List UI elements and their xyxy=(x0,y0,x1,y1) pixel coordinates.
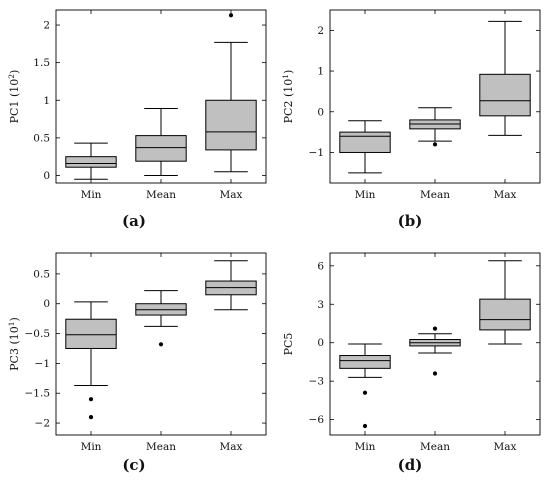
y-tick-label: 1.5 xyxy=(33,57,50,69)
iqr-box xyxy=(339,131,391,153)
box-min xyxy=(65,301,117,420)
box-mean xyxy=(135,108,187,176)
y-tick-label: −0.5 xyxy=(25,328,51,340)
iqr-box xyxy=(65,156,117,168)
panel-2: 0.5 0 −0.5 −1 −1.5 −2 Min Mean Max PC3 (101) (c) xyxy=(7,252,267,474)
panel-1: −1 0 1 2 Min Mean Max PC2 (101) (b) xyxy=(281,9,541,230)
y-tick-label: −1 xyxy=(35,358,50,370)
x-tick-label: Mean xyxy=(420,441,450,453)
y-tick-label: 3 xyxy=(317,299,324,311)
iqr-box xyxy=(135,135,187,162)
x-tick-label: Mean xyxy=(146,189,176,201)
y-tick-label: 2 xyxy=(317,25,324,37)
y-tick-label: 0.5 xyxy=(33,132,50,144)
y-tick-label: 0 xyxy=(43,298,50,310)
box-mean xyxy=(135,290,187,347)
outlier-point xyxy=(88,397,94,402)
y-tick-label: −1 xyxy=(309,147,324,159)
x-tick-label: Max xyxy=(220,189,243,201)
y-tick-label: −1.5 xyxy=(25,388,51,400)
box-max xyxy=(479,20,531,136)
y-tick-label: 2 xyxy=(43,20,50,32)
y-axis-label: PC3 (101) xyxy=(7,317,21,371)
y-tick-label: −2 xyxy=(35,418,50,430)
outlier-point xyxy=(432,142,438,147)
x-tick-label: Max xyxy=(220,441,243,453)
panel-0: 0 0.5 1 1.5 2 Min Mean Max PC1 (102) (a) xyxy=(7,9,267,230)
outlier-point xyxy=(88,414,94,420)
y-tick-label: 1 xyxy=(43,95,50,107)
x-tick-label: Mean xyxy=(420,189,450,201)
y-tick-label: 0 xyxy=(43,170,50,182)
x-tick-label: Min xyxy=(81,189,102,201)
x-tick-label: Min xyxy=(355,441,376,453)
box-min xyxy=(65,142,117,180)
y-tick-label: 0.5 xyxy=(33,268,50,280)
y-tick-label: 6 xyxy=(317,260,324,272)
outlier-point xyxy=(228,13,234,18)
box-min xyxy=(339,343,391,429)
box-mean xyxy=(409,107,461,147)
x-tick-label: Min xyxy=(81,441,102,453)
panel-label: (a) xyxy=(122,212,146,230)
y-tick-label: 0 xyxy=(317,106,324,118)
outlier-point xyxy=(362,390,368,395)
x-tick-label: Max xyxy=(494,441,517,453)
box-max xyxy=(205,260,257,311)
box-max xyxy=(479,260,531,345)
iqr-box xyxy=(479,73,531,117)
outlier-point xyxy=(362,423,368,429)
box-mean xyxy=(409,326,461,376)
x-tick-label: Min xyxy=(355,189,376,201)
box-min xyxy=(339,120,391,174)
iqr-box xyxy=(205,99,257,151)
iqr-box xyxy=(65,318,117,349)
x-tick-label: Max xyxy=(494,189,517,201)
x-tick-label: Mean xyxy=(146,441,176,453)
panel-label: (c) xyxy=(122,456,145,474)
y-tick-label: −6 xyxy=(309,414,325,426)
y-axis-label: PC1 (102) xyxy=(7,70,21,124)
outlier-point xyxy=(432,326,438,331)
y-tick-label: −3 xyxy=(309,376,324,388)
y-axis-label: PC2 (101) xyxy=(281,70,295,124)
panel-label: (d) xyxy=(398,456,423,474)
outlier-point xyxy=(432,371,438,376)
y-tick-label: 0 xyxy=(317,337,324,349)
outlier-point xyxy=(158,342,164,347)
iqr-box xyxy=(339,355,391,369)
iqr-box xyxy=(479,298,531,331)
y-tick-label: 1 xyxy=(317,66,324,78)
panel-label: (b) xyxy=(398,212,423,230)
y-axis-label: PC5 xyxy=(282,333,295,356)
box-max xyxy=(205,13,257,173)
panel-3: 6 3 0 −3 −6 Min Mean Max PC5 (d) xyxy=(282,252,541,474)
